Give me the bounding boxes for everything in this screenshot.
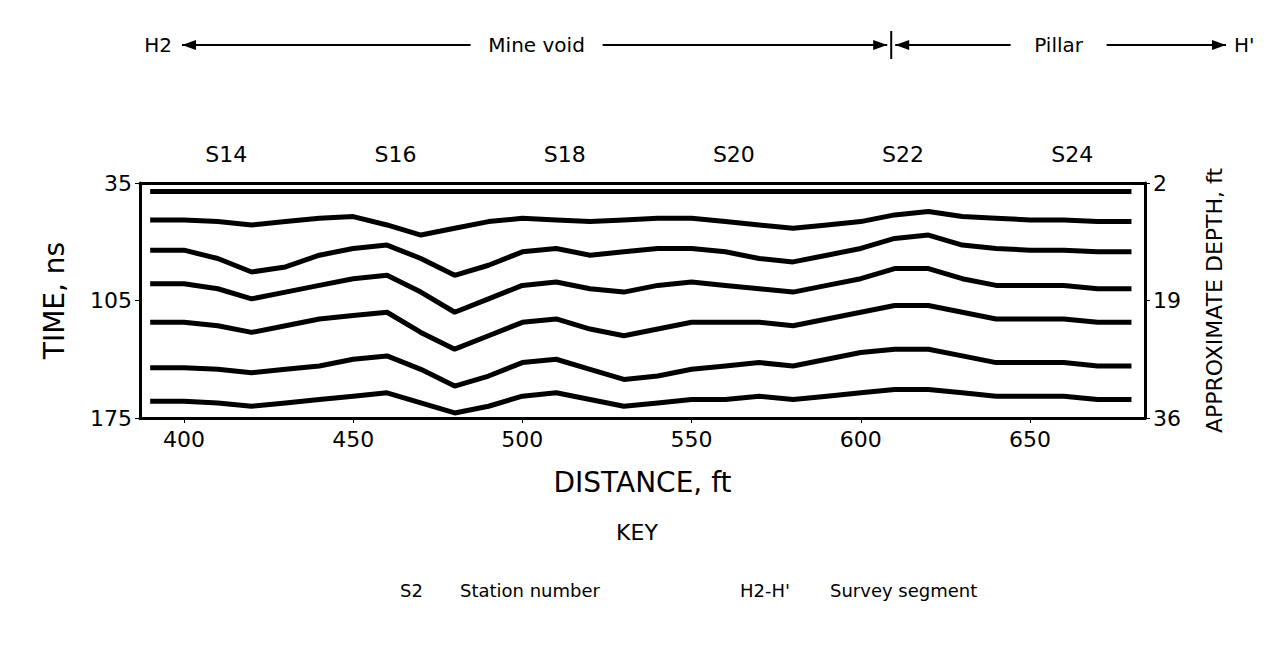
- svg-text:35: 35: [104, 171, 132, 196]
- svg-text:550: 550: [671, 427, 713, 452]
- svg-text:H2-H': H2-H': [740, 580, 790, 601]
- svg-text:600: 600: [840, 427, 882, 452]
- svg-text:S16: S16: [374, 142, 416, 167]
- svg-text:450: 450: [332, 427, 374, 452]
- svg-text:H2: H2: [144, 33, 172, 57]
- svg-text:19: 19: [1153, 288, 1181, 313]
- svg-text:H': H': [1234, 33, 1255, 57]
- svg-text:S20: S20: [713, 142, 755, 167]
- svg-text:Survey segment: Survey segment: [830, 580, 977, 601]
- svg-text:2: 2: [1153, 171, 1167, 196]
- svg-text:175: 175: [90, 406, 132, 431]
- svg-text:Pillar: Pillar: [1034, 33, 1084, 57]
- svg-text:DISTANCE, ft: DISTANCE, ft: [553, 466, 731, 499]
- svg-text:TIME, ns: TIME, ns: [38, 242, 71, 360]
- svg-text:Station number: Station number: [460, 580, 601, 601]
- svg-text:Mine void: Mine void: [488, 33, 584, 57]
- svg-text:S18: S18: [544, 142, 586, 167]
- svg-text:KEY: KEY: [616, 520, 658, 545]
- svg-text:S22: S22: [882, 142, 924, 167]
- svg-text:650: 650: [1009, 427, 1051, 452]
- svg-text:APPROXIMATE DEPTH, ft: APPROXIMATE DEPTH, ft: [1202, 168, 1227, 433]
- svg-text:500: 500: [501, 427, 543, 452]
- svg-text:400: 400: [163, 427, 205, 452]
- svg-text:36: 36: [1153, 406, 1181, 431]
- svg-text:S14: S14: [205, 142, 247, 167]
- svg-text:S2: S2: [400, 580, 423, 601]
- svg-text:105: 105: [90, 288, 132, 313]
- svg-text:S24: S24: [1051, 142, 1093, 167]
